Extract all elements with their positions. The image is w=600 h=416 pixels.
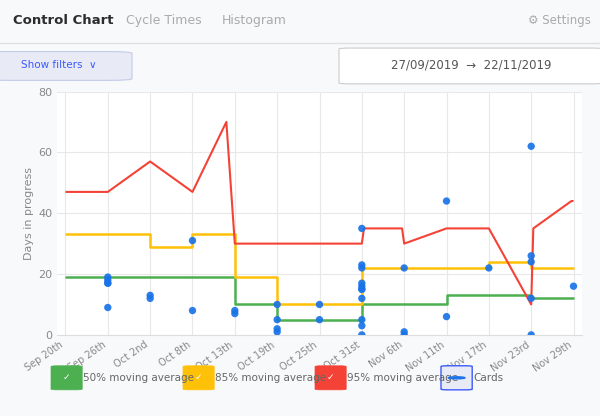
FancyBboxPatch shape	[315, 366, 346, 390]
Point	[103, 280, 113, 287]
Point	[103, 280, 113, 287]
Point	[357, 286, 367, 292]
Point	[400, 332, 409, 338]
Point	[103, 274, 113, 280]
Point	[230, 310, 239, 317]
Text: ⚙ Settings: ⚙ Settings	[528, 15, 591, 27]
Point	[526, 258, 536, 265]
Text: Cycle Times: Cycle Times	[126, 15, 202, 27]
Y-axis label: Days in progress: Days in progress	[24, 167, 34, 260]
Point	[188, 237, 197, 244]
Point	[357, 295, 367, 302]
Point	[357, 286, 367, 292]
Point	[188, 307, 197, 314]
Text: 85% moving average: 85% moving average	[215, 373, 326, 383]
Text: Cards: Cards	[473, 373, 503, 383]
Text: 95% moving average: 95% moving average	[347, 373, 458, 383]
Point	[526, 332, 536, 338]
Point	[357, 316, 367, 323]
Point	[103, 277, 113, 283]
Text: Control Chart: Control Chart	[13, 15, 114, 27]
Point	[569, 283, 578, 290]
Text: ✓: ✓	[63, 373, 70, 382]
Point	[442, 198, 451, 204]
FancyBboxPatch shape	[51, 366, 82, 390]
Point	[357, 280, 367, 287]
Point	[272, 316, 282, 323]
FancyBboxPatch shape	[441, 366, 472, 390]
Text: ✓: ✓	[327, 373, 334, 382]
Circle shape	[448, 377, 465, 379]
Point	[145, 295, 155, 302]
Text: Histogram: Histogram	[222, 15, 287, 27]
Point	[400, 265, 409, 271]
Point	[526, 295, 536, 302]
Point	[357, 332, 367, 338]
Text: ✓: ✓	[195, 373, 202, 382]
Point	[145, 292, 155, 299]
Point	[315, 301, 325, 308]
Point	[526, 253, 536, 259]
Point	[357, 322, 367, 329]
FancyBboxPatch shape	[183, 366, 214, 390]
Point	[357, 225, 367, 232]
Point	[272, 301, 282, 308]
Point	[357, 262, 367, 268]
Point	[442, 313, 451, 320]
Text: 27/09/2019  →  22/11/2019: 27/09/2019 → 22/11/2019	[391, 59, 551, 72]
FancyBboxPatch shape	[339, 48, 600, 84]
Text: Show filters  ∨: Show filters ∨	[21, 60, 97, 70]
Point	[400, 329, 409, 335]
Point	[484, 265, 494, 271]
FancyBboxPatch shape	[0, 52, 132, 80]
Point	[315, 316, 325, 323]
Point	[272, 329, 282, 335]
Point	[357, 283, 367, 290]
Point	[272, 325, 282, 332]
Point	[357, 265, 367, 271]
Point	[230, 307, 239, 314]
Text: 50% moving average: 50% moving average	[83, 373, 194, 383]
Point	[103, 304, 113, 311]
Point	[526, 143, 536, 150]
